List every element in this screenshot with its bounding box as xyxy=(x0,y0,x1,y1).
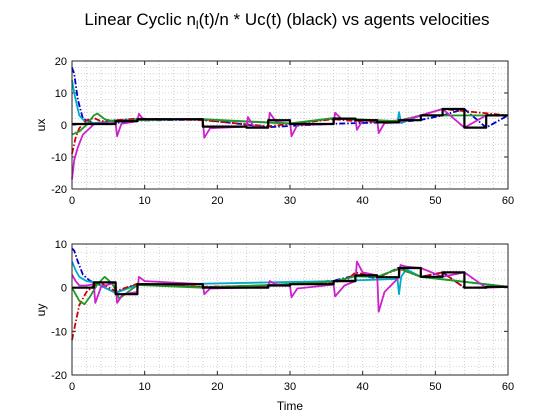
ux-series-line xyxy=(71,67,509,129)
ux-panel: 0 10 20 30 40 50 60 -20 -10 0 10 20 ux xyxy=(34,56,514,207)
uy-xtick-label: 20 xyxy=(211,381,223,393)
ux-ytick-label: 20 xyxy=(55,56,67,68)
ux-ylabel: ux xyxy=(34,119,48,132)
uy-ytick-label: -20 xyxy=(51,370,67,382)
ux-ytick-label: 0 xyxy=(61,120,67,132)
uy-ylabel: uy xyxy=(34,304,48,317)
ux-xtick-label: 40 xyxy=(357,195,369,207)
ux-series-line xyxy=(71,108,508,180)
uy-xtick-label: 60 xyxy=(502,381,514,393)
uy-xtick-label: 40 xyxy=(357,381,369,393)
title-subscript: l xyxy=(196,18,199,32)
title-main: Linear Cyclic n xyxy=(84,10,196,29)
uy-series xyxy=(71,247,509,341)
ux-axes-frame xyxy=(71,60,509,190)
ux-xtick-label: 50 xyxy=(429,195,441,207)
uy-xtick-label: 10 xyxy=(139,381,151,393)
ux-xtick-label: 30 xyxy=(284,195,296,207)
uy-ytick-label: 10 xyxy=(55,239,67,251)
ux-xtick-label: 20 xyxy=(211,195,223,207)
uy-ytick-label: 0 xyxy=(61,283,67,295)
x-axis-label: Time xyxy=(277,399,304,413)
uy-panel: 0 10 20 30 40 50 60 -20 -10 0 10 uy Time xyxy=(34,239,514,413)
ux-xtick-label: 10 xyxy=(139,195,151,207)
uy-series-line xyxy=(72,266,508,296)
uy-axes-frame xyxy=(71,243,509,376)
uy-xtick-label: 50 xyxy=(429,381,441,393)
ux-xtick-label: 60 xyxy=(502,195,514,207)
title-rest: (t)/n * Uc(t) (black) vs agents velociti… xyxy=(199,10,490,29)
uy-xtick-label: 0 xyxy=(69,381,75,393)
ux-ytick-label: -10 xyxy=(51,152,67,164)
chart-title: Linear Cyclic nl(t)/n * Uc(t) (black) vs… xyxy=(84,10,489,32)
uy-xtick-label: 30 xyxy=(284,381,296,393)
ux-xtick-label: 0 xyxy=(69,195,75,207)
ux-ytick-label: 10 xyxy=(55,88,67,100)
uy-series-line xyxy=(71,267,509,306)
ux-ytick-label: -20 xyxy=(51,184,67,196)
ux-series-line xyxy=(72,107,508,129)
uy-ytick-label: -10 xyxy=(51,326,67,338)
ux-series xyxy=(71,67,509,180)
